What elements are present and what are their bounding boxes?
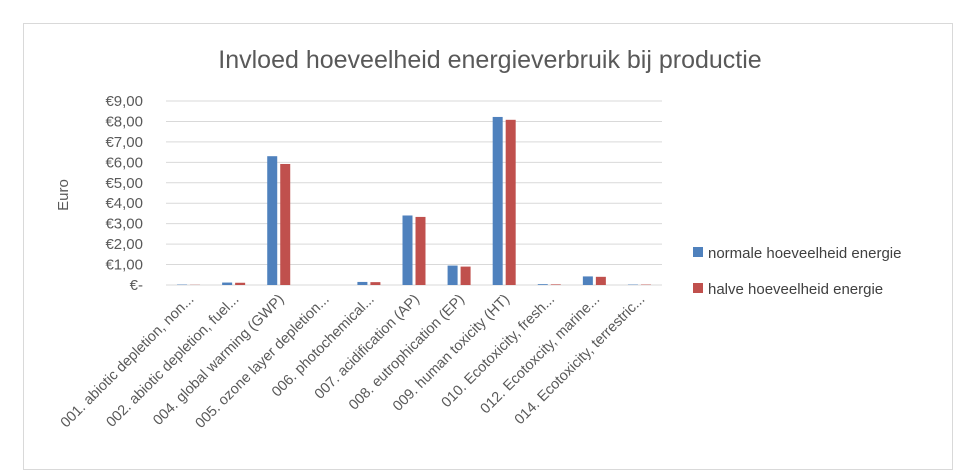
y-tick-label: €3,00: [105, 216, 143, 233]
bar-normale: [582, 276, 593, 285]
bar-halve: [370, 282, 381, 285]
y-tick-label: €-: [130, 277, 143, 294]
y-tick-label: €2,00: [105, 236, 143, 253]
chart-frame: Invloed hoeveelheid energieverbruik bij …: [23, 23, 953, 470]
bar-halve: [505, 119, 516, 285]
y-tick-label: €6,00: [105, 154, 143, 171]
x-tick-labels: 001. abiotic depletion, non...002. abiot…: [58, 292, 648, 432]
legend-label: halve hoeveelheid energie: [708, 281, 883, 298]
bar-halve: [550, 284, 561, 285]
legend: normale hoeveelheid energie halve hoeveel…: [693, 245, 901, 298]
y-tick-label: €5,00: [105, 175, 143, 192]
bar-halve: [595, 276, 606, 285]
bar-normale: [447, 265, 458, 285]
bar-halve: [415, 216, 426, 285]
bar-normale: [222, 282, 233, 285]
y-tick-labels: €- €1,00 €2,00 €3,00 €4,00 €5,00 €6,00 €7,00 €8,…: [105, 93, 143, 294]
bar-halve: [460, 266, 471, 285]
bar-halve: [280, 163, 291, 285]
bar-normale: [402, 215, 413, 285]
y-tick-label: €7,00: [105, 134, 143, 151]
gridlines: [166, 100, 662, 286]
bars: [177, 116, 651, 286]
bar-normale: [267, 156, 278, 285]
bar-normale: [492, 116, 503, 286]
bar-chart: Invloed hoeveelheid energieverbruik bij …: [55, 46, 901, 432]
bar-normale: [537, 284, 548, 285]
legend-swatch: [693, 247, 703, 257]
y-tick-label: €4,00: [105, 195, 143, 212]
y-tick-label: €9,00: [105, 93, 143, 110]
chart-title: Invloed hoeveelheid energieverbruik bij …: [218, 46, 761, 74]
bar-halve: [235, 282, 246, 285]
legend-swatch: [693, 283, 703, 293]
bar-normale: [357, 281, 368, 285]
legend-label: normale hoeveelheid energie: [708, 245, 901, 262]
y-tick-label: €8,00: [105, 113, 143, 130]
y-axis-label: Euro: [55, 179, 72, 211]
y-tick-label: €1,00: [105, 257, 143, 274]
